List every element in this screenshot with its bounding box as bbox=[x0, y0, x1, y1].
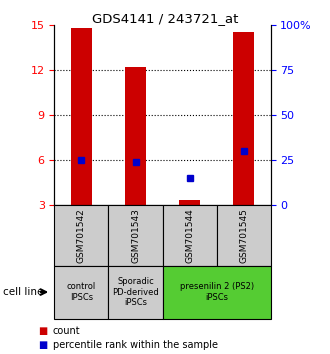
Text: percentile rank within the sample: percentile rank within the sample bbox=[53, 340, 218, 350]
Text: GSM701545: GSM701545 bbox=[239, 208, 248, 263]
Text: control
IPSCs: control IPSCs bbox=[67, 282, 96, 302]
Bar bbox=[216, 205, 271, 266]
Text: ■: ■ bbox=[38, 340, 47, 350]
Text: Sporadic
PD-derived
iPSCs: Sporadic PD-derived iPSCs bbox=[112, 277, 159, 307]
Bar bbox=[162, 205, 216, 266]
Bar bbox=[233, 32, 254, 205]
Text: GSM701542: GSM701542 bbox=[77, 208, 86, 263]
Bar bbox=[125, 67, 146, 205]
Bar bbox=[54, 266, 109, 319]
Bar bbox=[109, 205, 162, 266]
Text: count: count bbox=[53, 326, 81, 336]
Text: presenilin 2 (PS2)
iPSCs: presenilin 2 (PS2) iPSCs bbox=[180, 282, 254, 302]
Bar bbox=[71, 28, 92, 205]
Bar bbox=[109, 266, 162, 319]
Bar bbox=[54, 205, 109, 266]
Bar bbox=[179, 200, 200, 205]
Text: GDS4141 / 243721_at: GDS4141 / 243721_at bbox=[92, 12, 238, 25]
Text: GSM701543: GSM701543 bbox=[131, 208, 140, 263]
Bar bbox=[162, 266, 271, 319]
Text: ■: ■ bbox=[38, 326, 47, 336]
Text: GSM701544: GSM701544 bbox=[185, 208, 194, 263]
Text: cell line: cell line bbox=[3, 287, 44, 297]
